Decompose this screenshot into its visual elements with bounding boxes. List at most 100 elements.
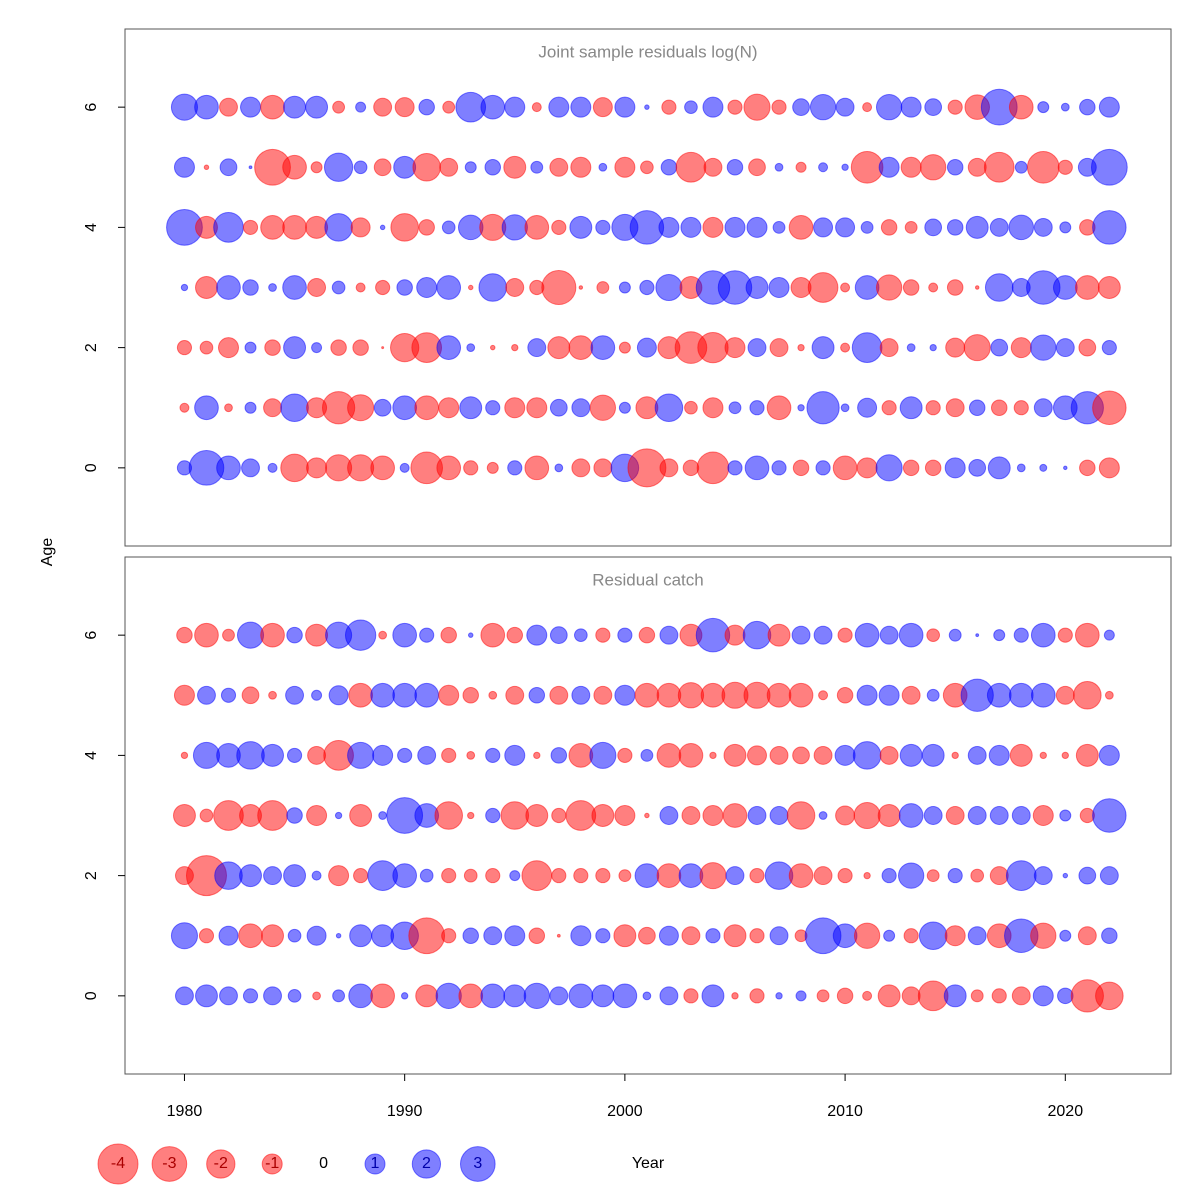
- legend-bubble: [459, 1146, 496, 1182]
- bubble: [654, 393, 684, 423]
- bubble: [283, 95, 307, 119]
- bubble: [879, 625, 899, 645]
- bubble: [526, 624, 548, 646]
- bubble: [724, 624, 746, 646]
- bubble: [852, 741, 882, 770]
- bubble: [241, 458, 260, 478]
- bubble: [442, 100, 456, 114]
- bubble: [593, 685, 613, 705]
- y-tick-label: 6: [83, 631, 100, 640]
- bubble: [436, 455, 462, 481]
- bubble: [282, 154, 307, 180]
- bubble: [173, 156, 195, 178]
- bubble: [655, 273, 683, 302]
- bubble: [967, 806, 987, 825]
- bubble: [217, 337, 239, 359]
- x-tick-label: 1980: [167, 1103, 203, 1120]
- bubble: [414, 682, 440, 708]
- bubble: [702, 397, 724, 419]
- bubble: [264, 339, 281, 356]
- bubble: [883, 929, 896, 942]
- bubble: [837, 627, 853, 643]
- bubble: [1008, 94, 1034, 120]
- bubble: [1055, 685, 1075, 705]
- bubble: [500, 801, 530, 830]
- panel-frame: [124, 28, 1172, 547]
- bubble: [705, 928, 721, 944]
- bubble: [1039, 751, 1047, 760]
- bubble: [860, 220, 874, 234]
- x-tick-label: 2010: [827, 1103, 863, 1120]
- bubble: [549, 986, 569, 1006]
- bubble: [393, 155, 417, 179]
- bubble: [840, 342, 851, 353]
- bubble: [771, 99, 787, 115]
- bubble: [928, 282, 939, 293]
- bubble: [219, 158, 238, 177]
- bubble: [769, 926, 789, 946]
- bubble: [242, 988, 259, 1004]
- bubble: [285, 685, 305, 705]
- bubble: [862, 990, 873, 1001]
- bubble: [392, 863, 417, 888]
- bubble: [239, 864, 262, 888]
- bubble: [462, 687, 479, 704]
- bubble: [485, 400, 501, 416]
- bubble: [370, 682, 395, 708]
- bubble: [531, 102, 542, 113]
- bubble: [749, 868, 765, 884]
- bubble: [287, 989, 302, 1003]
- bubble: [355, 282, 366, 293]
- bubble: [660, 159, 678, 176]
- bubble: [480, 622, 506, 648]
- bubble: [948, 628, 962, 642]
- bubble: [1101, 340, 1117, 356]
- bubble: [614, 805, 636, 826]
- bubble: [857, 397, 878, 418]
- bubble: [635, 396, 659, 420]
- bubble: [478, 273, 508, 302]
- bubble: [703, 157, 723, 177]
- bubble: [194, 395, 219, 421]
- bubble: [240, 96, 262, 118]
- bubble: [347, 741, 375, 769]
- bubble: [324, 213, 353, 242]
- bubble: [170, 93, 198, 121]
- bubble: [618, 281, 631, 294]
- bubble: [1092, 390, 1127, 425]
- legend-label: 3: [473, 1155, 482, 1172]
- bubble: [618, 869, 632, 883]
- bubble: [963, 334, 991, 362]
- bubble: [792, 459, 810, 477]
- bubble: [795, 990, 807, 1002]
- bubble: [875, 94, 903, 121]
- bubble: [219, 97, 238, 117]
- bubble: [723, 743, 747, 767]
- bubble: [797, 343, 805, 352]
- bubble: [1099, 866, 1119, 886]
- bubble: [841, 163, 849, 171]
- bubble: [505, 685, 525, 705]
- bubble: [408, 917, 446, 955]
- bubble: [702, 216, 724, 238]
- bubble: [1013, 400, 1029, 416]
- bubble: [856, 457, 878, 479]
- legend-bubble: [261, 1153, 283, 1175]
- bubble: [503, 984, 527, 1008]
- bubble: [244, 341, 257, 354]
- bubble: [595, 627, 611, 643]
- bubble: [504, 397, 526, 419]
- bubble: [467, 811, 475, 820]
- bubble: [661, 99, 677, 115]
- bubble: [680, 216, 702, 238]
- bubble: [1033, 398, 1053, 418]
- bubble: [550, 747, 568, 764]
- bubble: [749, 988, 765, 1004]
- bubble: [791, 625, 811, 645]
- bubble: [1063, 465, 1068, 471]
- bubble: [1104, 690, 1114, 700]
- bubble: [863, 871, 871, 880]
- bubble: [556, 933, 561, 938]
- bubble: [401, 992, 409, 1000]
